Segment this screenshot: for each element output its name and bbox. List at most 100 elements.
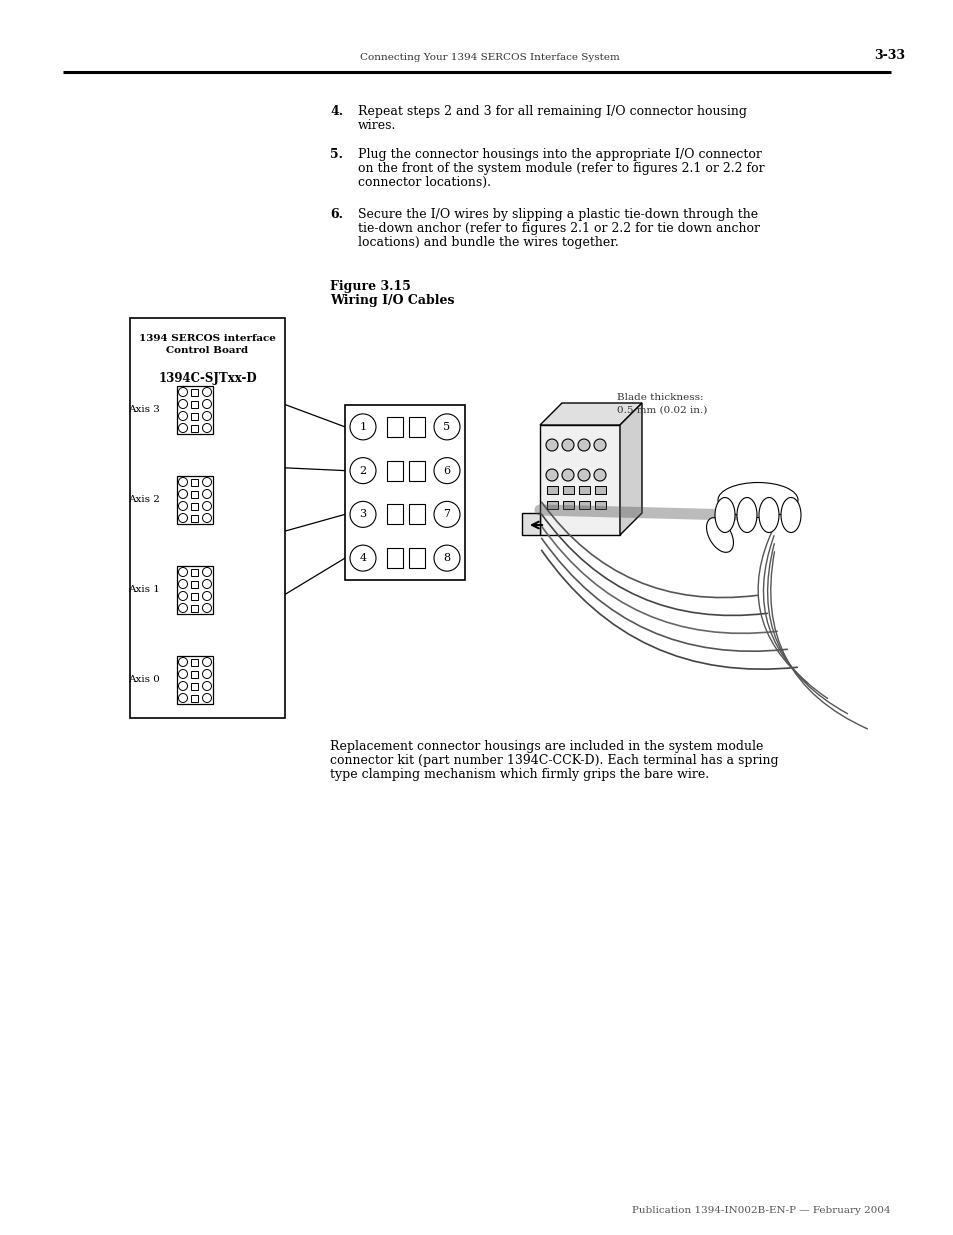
Circle shape <box>178 568 188 577</box>
Text: Wiring I/O Cables: Wiring I/O Cables <box>330 294 454 308</box>
Text: 0.5 mm (0.02 in.): 0.5 mm (0.02 in.) <box>617 406 706 415</box>
Text: connector kit (part number 1394C-CCK-D). Each terminal has a spring: connector kit (part number 1394C-CCK-D).… <box>330 755 778 767</box>
Bar <box>578 501 589 509</box>
Bar <box>387 504 402 525</box>
Circle shape <box>178 399 188 409</box>
Bar <box>192 580 198 588</box>
Circle shape <box>178 478 188 487</box>
Ellipse shape <box>706 517 733 552</box>
Circle shape <box>561 469 574 480</box>
Ellipse shape <box>781 498 801 532</box>
Circle shape <box>178 489 188 499</box>
Circle shape <box>202 669 212 678</box>
Text: Publication 1394-IN002B-EN-P — February 2004: Publication 1394-IN002B-EN-P — February … <box>632 1207 890 1215</box>
Text: 2: 2 <box>359 466 366 475</box>
Circle shape <box>202 592 212 600</box>
Text: Blade thickness:: Blade thickness: <box>617 393 702 403</box>
Text: 6.: 6. <box>330 207 343 221</box>
Circle shape <box>434 414 459 440</box>
Circle shape <box>202 682 212 690</box>
Circle shape <box>350 414 375 440</box>
Text: 4: 4 <box>359 553 366 563</box>
Text: Figure 3.15: Figure 3.15 <box>330 280 411 293</box>
Text: tie-down anchor (refer to figures 2.1 or 2.2 for tie down anchor: tie-down anchor (refer to figures 2.1 or… <box>357 222 760 235</box>
Polygon shape <box>521 513 539 535</box>
Bar <box>409 548 424 568</box>
Text: 3: 3 <box>359 509 366 520</box>
Circle shape <box>178 388 188 396</box>
Circle shape <box>202 424 212 432</box>
Circle shape <box>350 501 375 527</box>
Text: 5.: 5. <box>330 148 343 161</box>
Text: type clamping mechanism which firmly grips the bare wire.: type clamping mechanism which firmly gri… <box>330 768 708 781</box>
Bar <box>192 658 198 666</box>
Bar <box>192 478 198 485</box>
Bar <box>192 503 198 510</box>
Circle shape <box>561 438 574 451</box>
Bar <box>409 504 424 525</box>
Circle shape <box>202 411 212 420</box>
Ellipse shape <box>718 483 797 517</box>
Text: Axis 1: Axis 1 <box>128 585 160 594</box>
Polygon shape <box>619 403 641 535</box>
Bar <box>409 461 424 480</box>
Bar <box>192 593 198 599</box>
Bar <box>595 501 605 509</box>
Bar <box>578 487 589 494</box>
Text: 3-33: 3-33 <box>873 49 904 62</box>
Text: 1: 1 <box>359 422 366 432</box>
Text: Connecting Your 1394 SERCOS Interface System: Connecting Your 1394 SERCOS Interface Sy… <box>359 53 619 62</box>
Text: Plug the connector housings into the appropriate I/O connector: Plug the connector housings into the app… <box>357 148 761 161</box>
Text: 6: 6 <box>443 466 450 475</box>
Circle shape <box>202 489 212 499</box>
Bar <box>192 425 198 431</box>
Circle shape <box>594 469 605 480</box>
Text: 7: 7 <box>443 509 450 520</box>
Bar <box>192 400 198 408</box>
Text: 8: 8 <box>443 553 450 563</box>
Bar <box>192 694 198 701</box>
Polygon shape <box>539 403 641 425</box>
Bar <box>595 487 605 494</box>
Bar <box>409 417 424 437</box>
Ellipse shape <box>759 498 779 532</box>
Bar <box>546 487 558 494</box>
Bar <box>192 568 198 576</box>
Bar <box>192 389 198 395</box>
Text: wires.: wires. <box>357 119 395 132</box>
Circle shape <box>178 579 188 589</box>
Text: connector locations).: connector locations). <box>357 177 491 189</box>
Circle shape <box>178 682 188 690</box>
Circle shape <box>434 458 459 484</box>
Bar <box>177 387 213 433</box>
Circle shape <box>202 579 212 589</box>
Text: locations) and bundle the wires together.: locations) and bundle the wires together… <box>357 236 618 249</box>
Circle shape <box>178 657 188 667</box>
Text: Repeat steps 2 and 3 for all remaining I/O connector housing: Repeat steps 2 and 3 for all remaining I… <box>357 105 746 119</box>
Bar <box>192 604 198 611</box>
Circle shape <box>350 545 375 571</box>
Circle shape <box>202 388 212 396</box>
Bar <box>192 412 198 420</box>
Bar <box>345 405 464 580</box>
Bar <box>562 487 574 494</box>
Bar <box>387 461 402 480</box>
Text: on the front of the system module (refer to figures 2.1 or 2.2 for: on the front of the system module (refer… <box>357 162 763 175</box>
Circle shape <box>178 669 188 678</box>
Bar <box>562 501 574 509</box>
Bar <box>192 683 198 689</box>
Circle shape <box>202 568 212 577</box>
Text: Replacement connector housings are included in the system module: Replacement connector housings are inclu… <box>330 740 762 753</box>
Circle shape <box>202 501 212 510</box>
Circle shape <box>178 424 188 432</box>
Text: 1394 SERCOS interface: 1394 SERCOS interface <box>139 333 275 343</box>
Text: Axis 2: Axis 2 <box>128 495 160 505</box>
Text: Secure the I/O wires by slipping a plastic tie-down through the: Secure the I/O wires by slipping a plast… <box>357 207 758 221</box>
Text: 1394C-SJTxx-D: 1394C-SJTxx-D <box>158 372 256 385</box>
Circle shape <box>434 501 459 527</box>
Bar <box>192 490 198 498</box>
Circle shape <box>202 399 212 409</box>
Circle shape <box>202 478 212 487</box>
Text: Axis 0: Axis 0 <box>128 676 160 684</box>
Circle shape <box>545 438 558 451</box>
